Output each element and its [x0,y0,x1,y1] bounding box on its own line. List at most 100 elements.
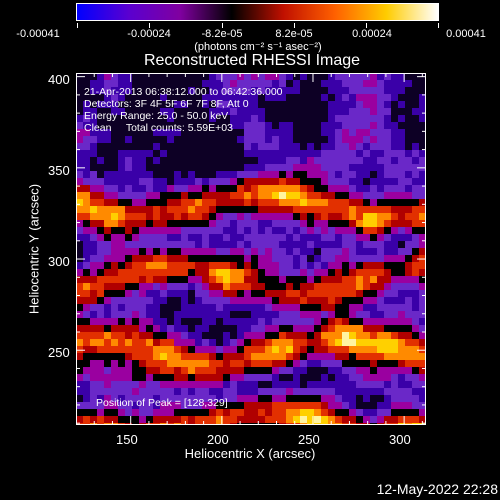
image-pixel [216,185,224,193]
image-pixel [314,192,322,200]
image-pixel [293,367,301,375]
image-pixel [104,115,112,123]
image-pixel [125,94,133,102]
image-pixel [216,171,224,179]
image-pixel [216,122,224,130]
image-pixel [405,346,413,354]
image-pixel [391,143,399,151]
image-pixel [195,360,203,368]
image-pixel [174,255,182,263]
image-pixel [377,339,385,347]
image-pixel [83,185,91,193]
image-pixel [405,332,413,340]
image-pixel [307,360,315,368]
image-pixel [258,339,266,347]
image-pixel [167,157,175,165]
image-pixel [307,241,315,249]
image-pixel [412,241,420,249]
image-pixel [412,192,420,200]
image-pixel [209,255,217,263]
image-pixel [146,80,154,88]
image-pixel [202,318,210,326]
image-pixel [412,80,420,88]
image-pixel [419,178,426,186]
image-pixel [363,199,371,207]
image-pixel [279,227,287,235]
image-pixel [314,297,322,305]
image-pixel [90,325,98,333]
image-pixel [202,157,210,165]
image-pixel [160,255,168,263]
image-pixel [146,388,154,396]
image-pixel [195,73,203,81]
image-pixel [146,283,154,291]
image-pixel [209,150,217,158]
image-pixel [363,213,371,221]
image-pixel [230,143,238,151]
image-pixel [167,339,175,347]
image-pixel [230,339,238,347]
image-pixel [181,248,189,256]
image-pixel [391,409,399,417]
image-pixel [349,325,357,333]
image-pixel [328,283,336,291]
image-pixel [370,276,378,284]
image-pixel [202,276,210,284]
image-pixel [328,346,336,354]
image-pixel [174,367,182,375]
image-pixel [384,213,392,221]
image-pixel [314,353,322,361]
image-pixel [160,311,168,319]
image-pixel [167,122,175,130]
image-pixel [293,381,301,389]
image-pixel [209,206,217,214]
image-pixel [174,213,182,221]
image-pixel [391,185,399,193]
image-pixel [349,402,357,410]
image-pixel [328,325,336,333]
image-pixel [153,143,161,151]
image-pixel [307,213,315,221]
image-pixel [237,262,245,270]
image-pixel [111,297,119,305]
image-pixel [251,157,259,165]
image-pixel [363,297,371,305]
image-pixel [349,94,357,102]
image-pixel [391,402,399,410]
image-pixel [174,150,182,158]
image-pixel [195,234,203,242]
image-pixel [370,80,378,88]
image-pixel [398,346,406,354]
image-pixel [97,178,105,186]
image-pixel [118,360,126,368]
image-pixel [202,122,210,130]
image-pixel [258,192,266,200]
image-pixel [244,276,252,284]
image-pixel [251,178,259,186]
image-pixel [286,416,294,424]
image-pixel [125,269,133,277]
image-pixel [314,346,322,354]
image-pixel [391,374,399,382]
image-pixel [286,234,294,242]
image-pixel [412,150,420,158]
image-pixel [90,206,98,214]
image-pixel [244,360,252,368]
image-pixel [265,157,273,165]
image-pixel [377,150,385,158]
image-pixel [398,255,406,263]
image-pixel [398,185,406,193]
image-pixel [223,129,231,137]
image-pixel [419,143,426,151]
image-pixel [132,101,140,109]
image-pixel [377,115,385,123]
image-pixel [90,374,98,382]
image-pixel [181,122,189,130]
image-pixel [167,346,175,354]
image-pixel [230,101,238,109]
image-pixel [419,94,426,102]
image-pixel [202,213,210,221]
image-pixel [76,94,84,102]
image-pixel [258,388,266,396]
image-pixel [356,346,364,354]
